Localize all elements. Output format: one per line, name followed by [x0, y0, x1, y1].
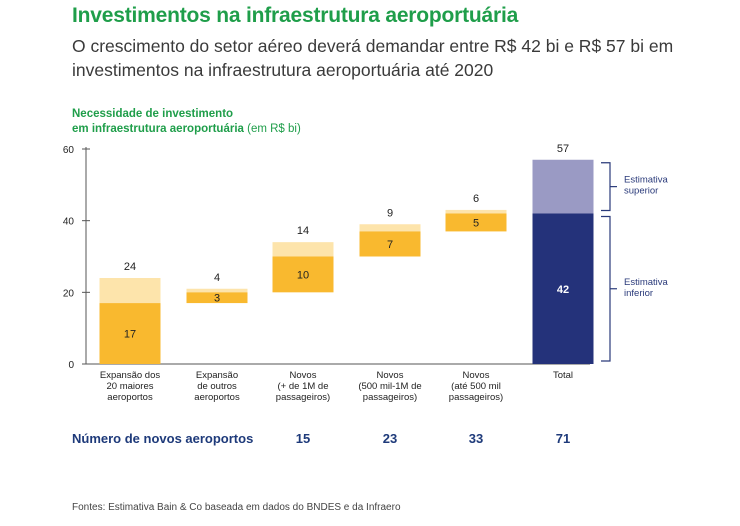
category-label: de outros: [197, 381, 237, 392]
source-note: Fontes: Estimativa Bain & Co baseada em …: [72, 502, 401, 513]
bar-lower: [186, 292, 248, 304]
y-tick-label: 60: [63, 145, 75, 156]
chart-heading-line2: em infraestrutura aeroportuária (em R$ b…: [72, 122, 301, 137]
new-airports-label: Número de novos aeroportos: [72, 431, 254, 446]
category-label: passageiros): [449, 392, 503, 403]
data-label-lower: 42: [557, 284, 569, 296]
data-label-lower: 3: [214, 293, 220, 305]
bar-upper: [186, 288, 248, 293]
page-title: Investimentos na infraestrutura aeroport…: [72, 4, 519, 27]
bar-lower: [445, 213, 507, 232]
category-label: passageiros): [276, 392, 330, 403]
new-airports-value-large: 15: [295, 431, 311, 446]
chart-heading-unit: (em R$ bi): [247, 123, 301, 135]
annotation-bracket: [601, 215, 611, 362]
category-label: aeroportos: [107, 392, 153, 403]
data-label-upper: 4: [214, 272, 220, 284]
y-tick-label: 0: [68, 360, 74, 371]
category-label: aeroportos: [194, 392, 240, 403]
data-label-lower: 10: [297, 269, 309, 281]
category-label: Novos: [463, 370, 490, 381]
bar-upper: [532, 159, 594, 214]
annotation-label: inferior: [624, 288, 653, 299]
annotation-label: Estimativa: [624, 277, 669, 288]
bar-lower: [532, 213, 594, 364]
bar-lower: [99, 303, 161, 364]
category-label: Novos: [377, 370, 404, 381]
chart-heading: Necessidade de investimento em infraestr…: [72, 107, 301, 137]
data-label-upper: 6: [473, 193, 479, 205]
bar-upper: [99, 278, 161, 304]
bar-upper: [445, 209, 507, 214]
data-label-lower: 7: [387, 239, 393, 251]
category-label: Expansão dos: [100, 370, 160, 381]
data-label-upper: 24: [124, 261, 136, 273]
category-label: Total: [553, 370, 573, 381]
bar-lower: [272, 256, 334, 293]
bar-upper: [272, 242, 334, 257]
category-label: (até 500 mil: [451, 381, 501, 392]
page-subtitle: O crescimento do setor aéreo deverá dema…: [72, 36, 674, 80]
data-label-lower: 17: [124, 329, 136, 341]
bar-lower: [359, 231, 421, 257]
new-airports-value-medium: 23: [382, 431, 398, 446]
category-label: (500 mil-1M de: [358, 381, 421, 392]
data-label-upper: 9: [387, 207, 393, 219]
annotation-bracket: [601, 162, 611, 212]
category-label: Novos: [290, 370, 317, 381]
category-label: (+ de 1M de: [278, 381, 329, 392]
category-label: Expansão: [196, 370, 238, 381]
data-label-upper: 14: [297, 225, 309, 237]
chart-heading-line2-text: em infraestrutura aeroportuária: [72, 123, 244, 135]
category-label: passageiros): [363, 392, 417, 403]
new-airports-value-small: 33: [468, 431, 484, 446]
new-airports-value-total: 71: [555, 431, 571, 446]
annotation-label: Estimativa: [624, 175, 669, 186]
annotation-label: superior: [624, 186, 658, 197]
chart-heading-line1: Necessidade de investimento: [72, 108, 234, 120]
bar-upper: [359, 224, 421, 232]
category-label: 20 maiores: [107, 381, 154, 392]
data-label-lower: 5: [473, 217, 479, 229]
y-tick-label: 20: [63, 288, 75, 299]
y-tick-label: 40: [63, 217, 75, 228]
data-label-upper: 57: [557, 143, 569, 155]
